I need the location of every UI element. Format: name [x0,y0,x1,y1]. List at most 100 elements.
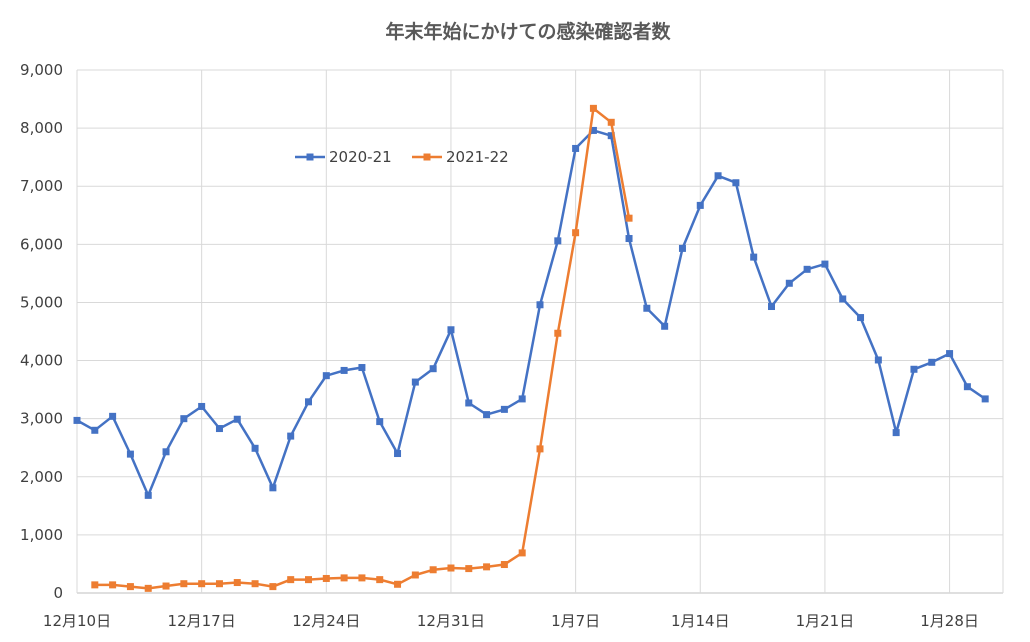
data-point [322,574,330,582]
y-tick-label: 8,000 [20,119,63,137]
data-point [251,580,259,588]
data-point [678,244,686,252]
x-axis-ticks: 12月10日 12月17日 12月24日 12月31日 1月7日 1月14日 1月21日 1月… [43,612,979,630]
data-point [518,395,526,403]
data-point [857,314,865,322]
data-point [447,564,455,572]
x-tick-label: 12月10日 [43,612,111,630]
data-point [429,365,437,373]
y-tick-label: 4,000 [20,352,63,370]
data-point [518,549,526,557]
data-point [215,580,223,588]
gridlines [76,69,1004,594]
data-point [109,581,117,589]
data-point [874,356,882,364]
data-point [251,444,259,452]
data-point [589,104,597,112]
y-axis-ticks: 0 1,000 2,000 3,000 4,000 5,000 6,000 7,000 8,00… [20,61,63,602]
data-point [305,576,312,584]
data-point [696,201,704,209]
data-point [643,304,651,312]
data-point [625,235,633,243]
data-point [340,574,348,582]
data-point [768,303,775,311]
data-point [892,429,900,437]
data-point [483,563,491,571]
data-point [625,214,633,222]
data-point [180,415,188,423]
data-point [126,450,134,458]
data-point [447,326,455,334]
data-point [73,416,81,424]
data-point [198,402,206,410]
data-point [963,383,971,391]
data-point [500,561,508,569]
data-point [340,366,348,374]
data-point [322,372,330,380]
data-point [554,237,562,245]
data-point [411,378,419,386]
x-tick-label: 12月24日 [292,612,360,630]
data-point [411,571,419,579]
data-point [554,329,562,337]
y-tick-label: 0 [53,584,63,602]
data-point [358,364,366,372]
legend-label-2021-22: 2021-22 [446,148,509,166]
chart-title: 年末年始にかけての感染確認者数 [385,20,671,43]
data-point [661,322,669,330]
y-tick-label: 2,000 [20,468,63,486]
data-point [928,358,936,366]
legend-label-2020-21: 2020-21 [329,148,392,166]
data-point [376,418,384,426]
data-point [287,432,295,440]
y-tick-label: 6,000 [20,235,63,253]
data-point [536,301,544,309]
data-point [429,566,437,574]
data-point [269,484,277,492]
data-point [572,229,580,237]
y-tick-label: 1,000 [20,526,63,544]
data-point [91,581,99,589]
legend-marker-2021-22 [423,153,431,161]
data-point [483,411,491,419]
data-point [269,583,277,591]
data-point [287,576,295,584]
data-point [109,412,117,420]
y-tick-label: 9,000 [20,61,63,79]
data-point [198,580,206,588]
data-point [785,279,793,287]
data-point [572,144,580,152]
y-tick-label: 7,000 [20,177,63,195]
data-point [589,126,597,134]
data-point [91,426,99,434]
data-point [465,565,473,573]
data-point [465,399,473,407]
data-point [821,260,829,268]
data-point [803,265,811,273]
data-point [162,582,170,590]
data-point [180,580,188,588]
series-group [73,104,989,592]
data-point [910,365,918,373]
data-point [607,132,615,140]
data-point [233,415,241,423]
data-point [144,491,152,499]
series-2020-21 [73,126,989,499]
data-point [215,425,223,433]
data-point [714,172,722,180]
x-tick-label: 1月7日 [551,612,600,630]
data-point [233,579,241,587]
data-point [607,118,615,126]
data-point [500,405,508,413]
x-tick-label: 1月14日 [671,612,730,630]
data-point [162,448,170,456]
data-point [750,253,758,261]
data-point [126,583,134,591]
series-line-2020-21 [76,129,986,497]
data-point [839,295,847,303]
legend-marker-2020-21 [306,153,314,161]
x-tick-label: 12月31日 [417,612,485,630]
series-2021-22 [91,104,633,592]
data-point [394,450,402,458]
